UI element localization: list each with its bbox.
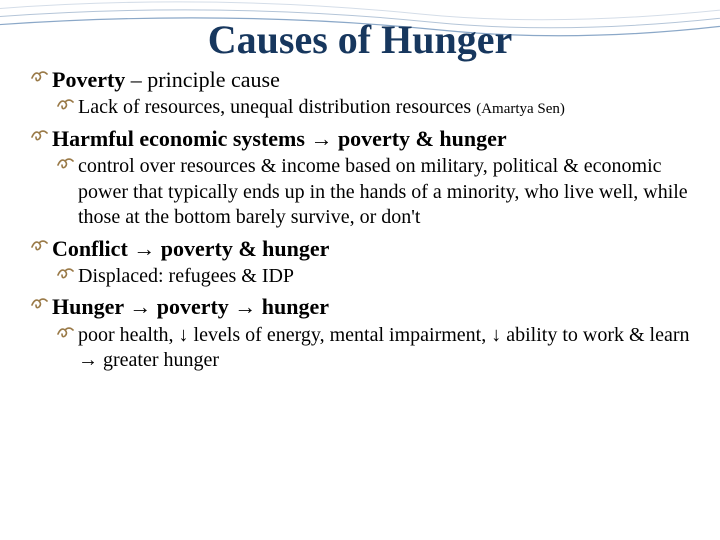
bullet-text: Displaced: refugees & IDP (78, 264, 698, 290)
bullet-main-text: poor health, ↓ levels of energy, mental … (78, 324, 690, 372)
bullet-bold-text: Harmful economic systems → poverty & hun… (52, 126, 507, 151)
bullet-bold-text: Poverty (52, 67, 125, 92)
curly-bullet-icon (56, 95, 74, 121)
list-item-lvl2: poor health, ↓ levels of energy, mental … (56, 323, 698, 374)
bullet-text: Conflict → poverty & hunger (52, 235, 698, 263)
curly-bullet-icon (30, 293, 48, 321)
list-item-lvl2: Displaced: refugees & IDP (56, 264, 698, 290)
bullet-text: Harmful economic systems → poverty & hun… (52, 125, 698, 153)
list-item-lvl1: Hunger → poverty → hunger (30, 293, 698, 321)
curly-bullet-icon (56, 154, 74, 231)
bullet-text: Lack of resources, unequal distribution … (78, 95, 698, 121)
bullet-bold-text: Conflict → poverty & hunger (52, 236, 329, 261)
bullet-main-text: Lack of resources, unequal distribution … (78, 96, 476, 118)
bullet-main-text: control over resources & income based on… (78, 155, 688, 228)
bullet-text: poor health, ↓ levels of energy, mental … (78, 323, 698, 374)
list-item-lvl2: control over resources & income based on… (56, 154, 698, 231)
curly-bullet-icon (56, 264, 74, 290)
curly-bullet-icon (30, 66, 48, 94)
list-item-lvl2: Lack of resources, unequal distribution … (56, 95, 698, 121)
bullet-main-text: Displaced: refugees & IDP (78, 265, 294, 287)
bullet-rest-text: – principle cause (125, 67, 280, 92)
list-item-lvl1: Harmful economic systems → poverty & hun… (30, 125, 698, 153)
bullet-bold-text: Hunger → poverty → hunger (52, 294, 329, 319)
curly-bullet-icon (30, 235, 48, 263)
slide-title: Causes of Hunger (22, 18, 698, 62)
curly-bullet-icon (30, 125, 48, 153)
list-item-lvl1: Conflict → poverty & hunger (30, 235, 698, 263)
bullet-text: Poverty – principle cause (52, 66, 698, 94)
curly-bullet-icon (56, 323, 74, 374)
bullet-text: control over resources & income based on… (78, 154, 698, 231)
slide-content: Causes of Hunger Poverty – principle cau… (0, 0, 720, 384)
bullet-note-text: (Amartya Sen) (476, 101, 565, 117)
list-item-lvl1: Poverty – principle cause (30, 66, 698, 94)
bullet-list: Poverty – principle causeLack of resourc… (22, 66, 698, 374)
bullet-text: Hunger → poverty → hunger (52, 293, 698, 321)
